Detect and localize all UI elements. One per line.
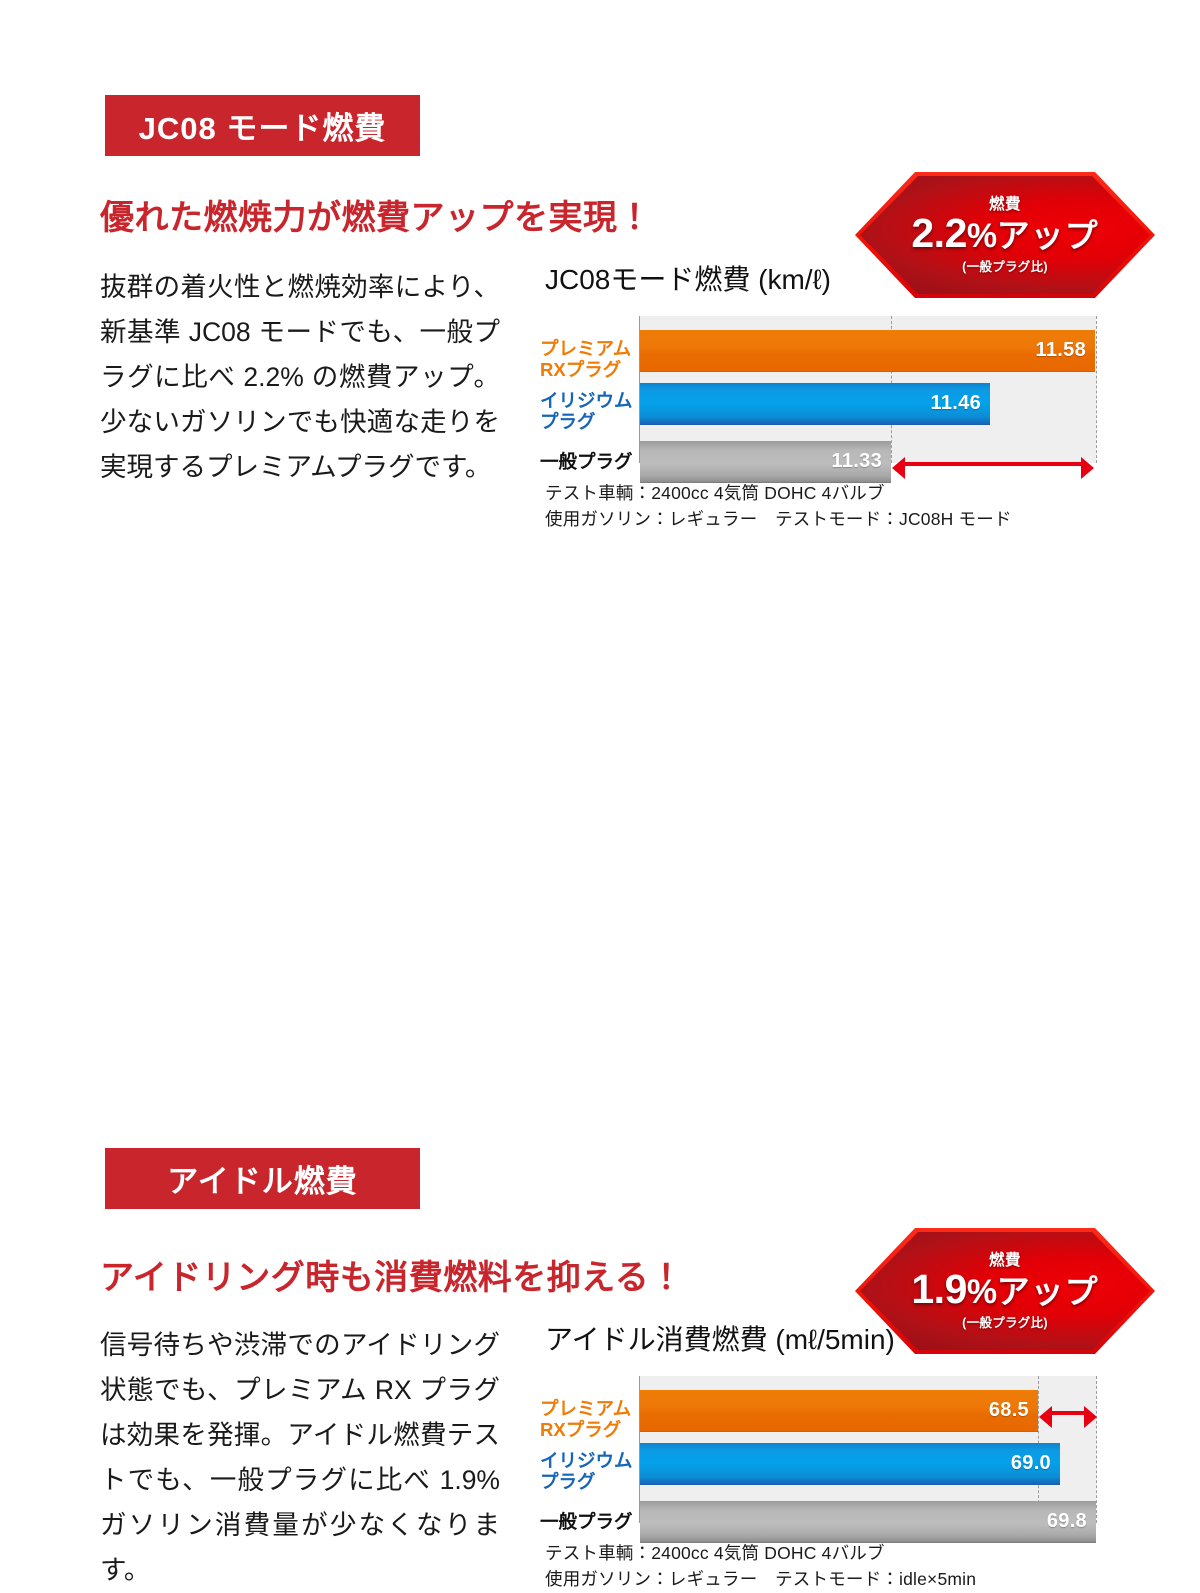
section-tag-jc08: JC08 モード燃費 — [105, 95, 420, 156]
difference-arrow-idle — [1039, 1406, 1097, 1428]
badge-inner: 燃費 2.2%アップ (一般プラグ比) — [860, 176, 1150, 294]
badge-up-label: アップ — [996, 216, 1099, 254]
badge-main-value: 2.2%アップ — [911, 211, 1098, 258]
axis-label-iridium: イリジウム プラグ — [540, 390, 633, 432]
section-body-idle: 信号待ちや渋滞でのアイドリング状態でも、プレミアム RX プラグは効果を発揮。ア… — [100, 1330, 500, 1585]
chart-jc08: JC08モード燃費 (km/ℓ) プレミアム RXプラグ イリジウム プラグ 一… — [540, 258, 1120, 532]
section-headline-jc08: 優れた燃焼力が燃費アップを実現！ — [100, 199, 652, 237]
section-jc08-fuel-economy: JC08 モード燃費 優れた燃焼力が燃費アップを実現！ 抜群の着火性と燃焼効率に… — [0, 0, 1200, 600]
badge-value: 2.2 — [911, 209, 967, 256]
badge-small-label: 燃費 — [988, 195, 1021, 213]
badge-note: (一般プラグ比) — [962, 259, 1048, 274]
bar-premium-rx-jc08: 11.58 — [640, 330, 1095, 372]
bar-iridium-idle: 69.0 — [640, 1443, 1060, 1485]
chart-footnote-jc08: テスト車輌：2400cc 4気筒 DOHC 4バルブ 使用ガソリン：レギュラー … — [545, 483, 1012, 529]
chart-axis-labels-jc08: プレミアム RXプラグ イリジウム プラグ 一般プラグ — [540, 316, 639, 472]
difference-arrow-jc08 — [892, 457, 1094, 479]
chart-right-line-idle — [1096, 1376, 1097, 1523]
section-headline-idle: アイドリング時も消費燃料を抑える！ — [100, 1259, 684, 1297]
section-body-jc08: 抜群の着火性と燃焼効率により、新基準 JC08 モードでも、一般プラグに比べ 2… — [100, 272, 500, 482]
section-tag-idle: アイドル燃費 — [105, 1148, 420, 1209]
section-idle-fuel-economy: アイドル燃費 アイドリング時も消費燃料を抑える！ 信号待ちや渋滞でのアイドリング… — [0, 528, 1200, 1589]
chart-idle: アイドル消費燃費 (mℓ/5min) プレミアム RXプラグ イリジウム プラグ… — [540, 1318, 1120, 1592]
bar-premium-rx-idle: 68.5 — [640, 1390, 1038, 1432]
axis-label-normal: 一般プラグ — [540, 451, 633, 472]
chart-right-line-jc08 — [1096, 316, 1097, 463]
badge-percent-sign: % — [966, 216, 997, 255]
bar-iridium-jc08: 11.46 — [640, 383, 990, 425]
chart-plot-area-jc08: 11.58 11.46 11.33 — [639, 316, 1097, 483]
chart-footnote-idle: テスト車輌：2400cc 4気筒 DOHC 4バルブ 使用ガソリン：レギュラー … — [545, 1543, 977, 1589]
chart-title-jc08: JC08モード燃費 (km/ℓ) — [545, 264, 831, 295]
badge-percent-sign: % — [966, 1272, 997, 1311]
axis-label-normal: 一般プラグ — [540, 1511, 633, 1532]
badge-jc08: 燃費 2.2%アップ (一般プラグ比) — [855, 172, 1155, 298]
chart-axis-labels-idle: プレミアム RXプラグ イリジウム プラグ 一般プラグ — [540, 1376, 639, 1532]
chart-plot-area-idle: 68.5 69.0 69.8 — [639, 1376, 1097, 1543]
badge-main-value: 1.9%アップ — [911, 1267, 1098, 1314]
axis-label-premium-rx: プレミアム RXプラグ — [540, 1398, 632, 1440]
badge-value: 1.9 — [911, 1265, 967, 1312]
bar-normal-idle: 69.8 — [640, 1501, 1096, 1543]
axis-label-iridium: イリジウム プラグ — [540, 1450, 633, 1492]
bar-normal-jc08: 11.33 — [640, 441, 891, 483]
badge-up-label: アップ — [996, 1272, 1099, 1310]
chart-title-idle: アイドル消費燃費 (mℓ/5min) — [545, 1324, 895, 1355]
axis-label-premium-rx: プレミアム RXプラグ — [540, 338, 632, 380]
